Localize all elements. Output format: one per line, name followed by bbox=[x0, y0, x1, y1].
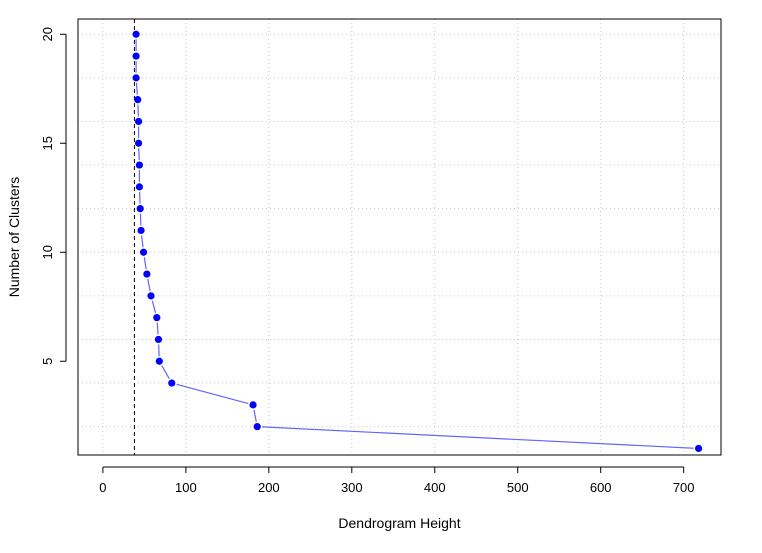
data-point bbox=[134, 96, 142, 104]
series-line-segment bbox=[135, 82, 138, 95]
data-point bbox=[168, 379, 176, 387]
series-line-segment bbox=[156, 322, 159, 335]
data-point bbox=[137, 226, 145, 235]
series-line-segment bbox=[141, 235, 144, 248]
data-point bbox=[249, 401, 257, 409]
data-point bbox=[134, 139, 143, 147]
series-layer bbox=[132, 30, 703, 453]
x-axis-title: Dendrogram Height bbox=[338, 515, 460, 531]
x-tick-label: 300 bbox=[341, 480, 363, 495]
grid bbox=[78, 19, 721, 455]
data-point bbox=[139, 248, 148, 256]
data-point bbox=[154, 335, 163, 344]
data-point bbox=[135, 161, 143, 169]
y-tick-label: 5 bbox=[40, 358, 55, 365]
x-tick-label: 400 bbox=[424, 480, 446, 495]
x-tick-label: 700 bbox=[673, 480, 695, 495]
data-point bbox=[132, 74, 140, 82]
data-point bbox=[135, 183, 143, 191]
y-axis: 5 10 15 20 bbox=[40, 27, 67, 365]
y-tick-label: 20 bbox=[40, 27, 55, 41]
series-line-segment bbox=[176, 383, 249, 405]
data-point bbox=[153, 314, 161, 322]
data-point bbox=[136, 205, 144, 213]
series-line-segment bbox=[147, 278, 151, 292]
y-tick-label: 15 bbox=[40, 136, 55, 150]
series-line-segment bbox=[151, 300, 157, 313]
data-point bbox=[155, 357, 163, 365]
series-line-segment bbox=[161, 365, 170, 380]
x-tick-label: 600 bbox=[590, 480, 612, 495]
data-point bbox=[253, 423, 261, 431]
data-point bbox=[132, 52, 140, 60]
data-point bbox=[132, 30, 140, 38]
data-point bbox=[134, 117, 143, 126]
data-point bbox=[694, 444, 703, 453]
x-tick-label: 0 bbox=[99, 480, 106, 495]
y-tick-label: 10 bbox=[40, 245, 55, 259]
plot-frame bbox=[77, 18, 722, 456]
data-point bbox=[143, 270, 151, 278]
x-tick-label: 500 bbox=[507, 480, 529, 495]
series-line-segment bbox=[262, 426, 694, 449]
x-tick-label: 100 bbox=[175, 480, 197, 495]
x-axis: 0 100 200 300 400 500 600 700 bbox=[99, 466, 695, 495]
series-line-segment bbox=[143, 257, 147, 270]
y-axis-title: Number of Clusters bbox=[6, 177, 22, 298]
data-point bbox=[147, 292, 155, 300]
series-line-segment bbox=[253, 409, 257, 422]
x-tick-label: 200 bbox=[258, 480, 280, 495]
